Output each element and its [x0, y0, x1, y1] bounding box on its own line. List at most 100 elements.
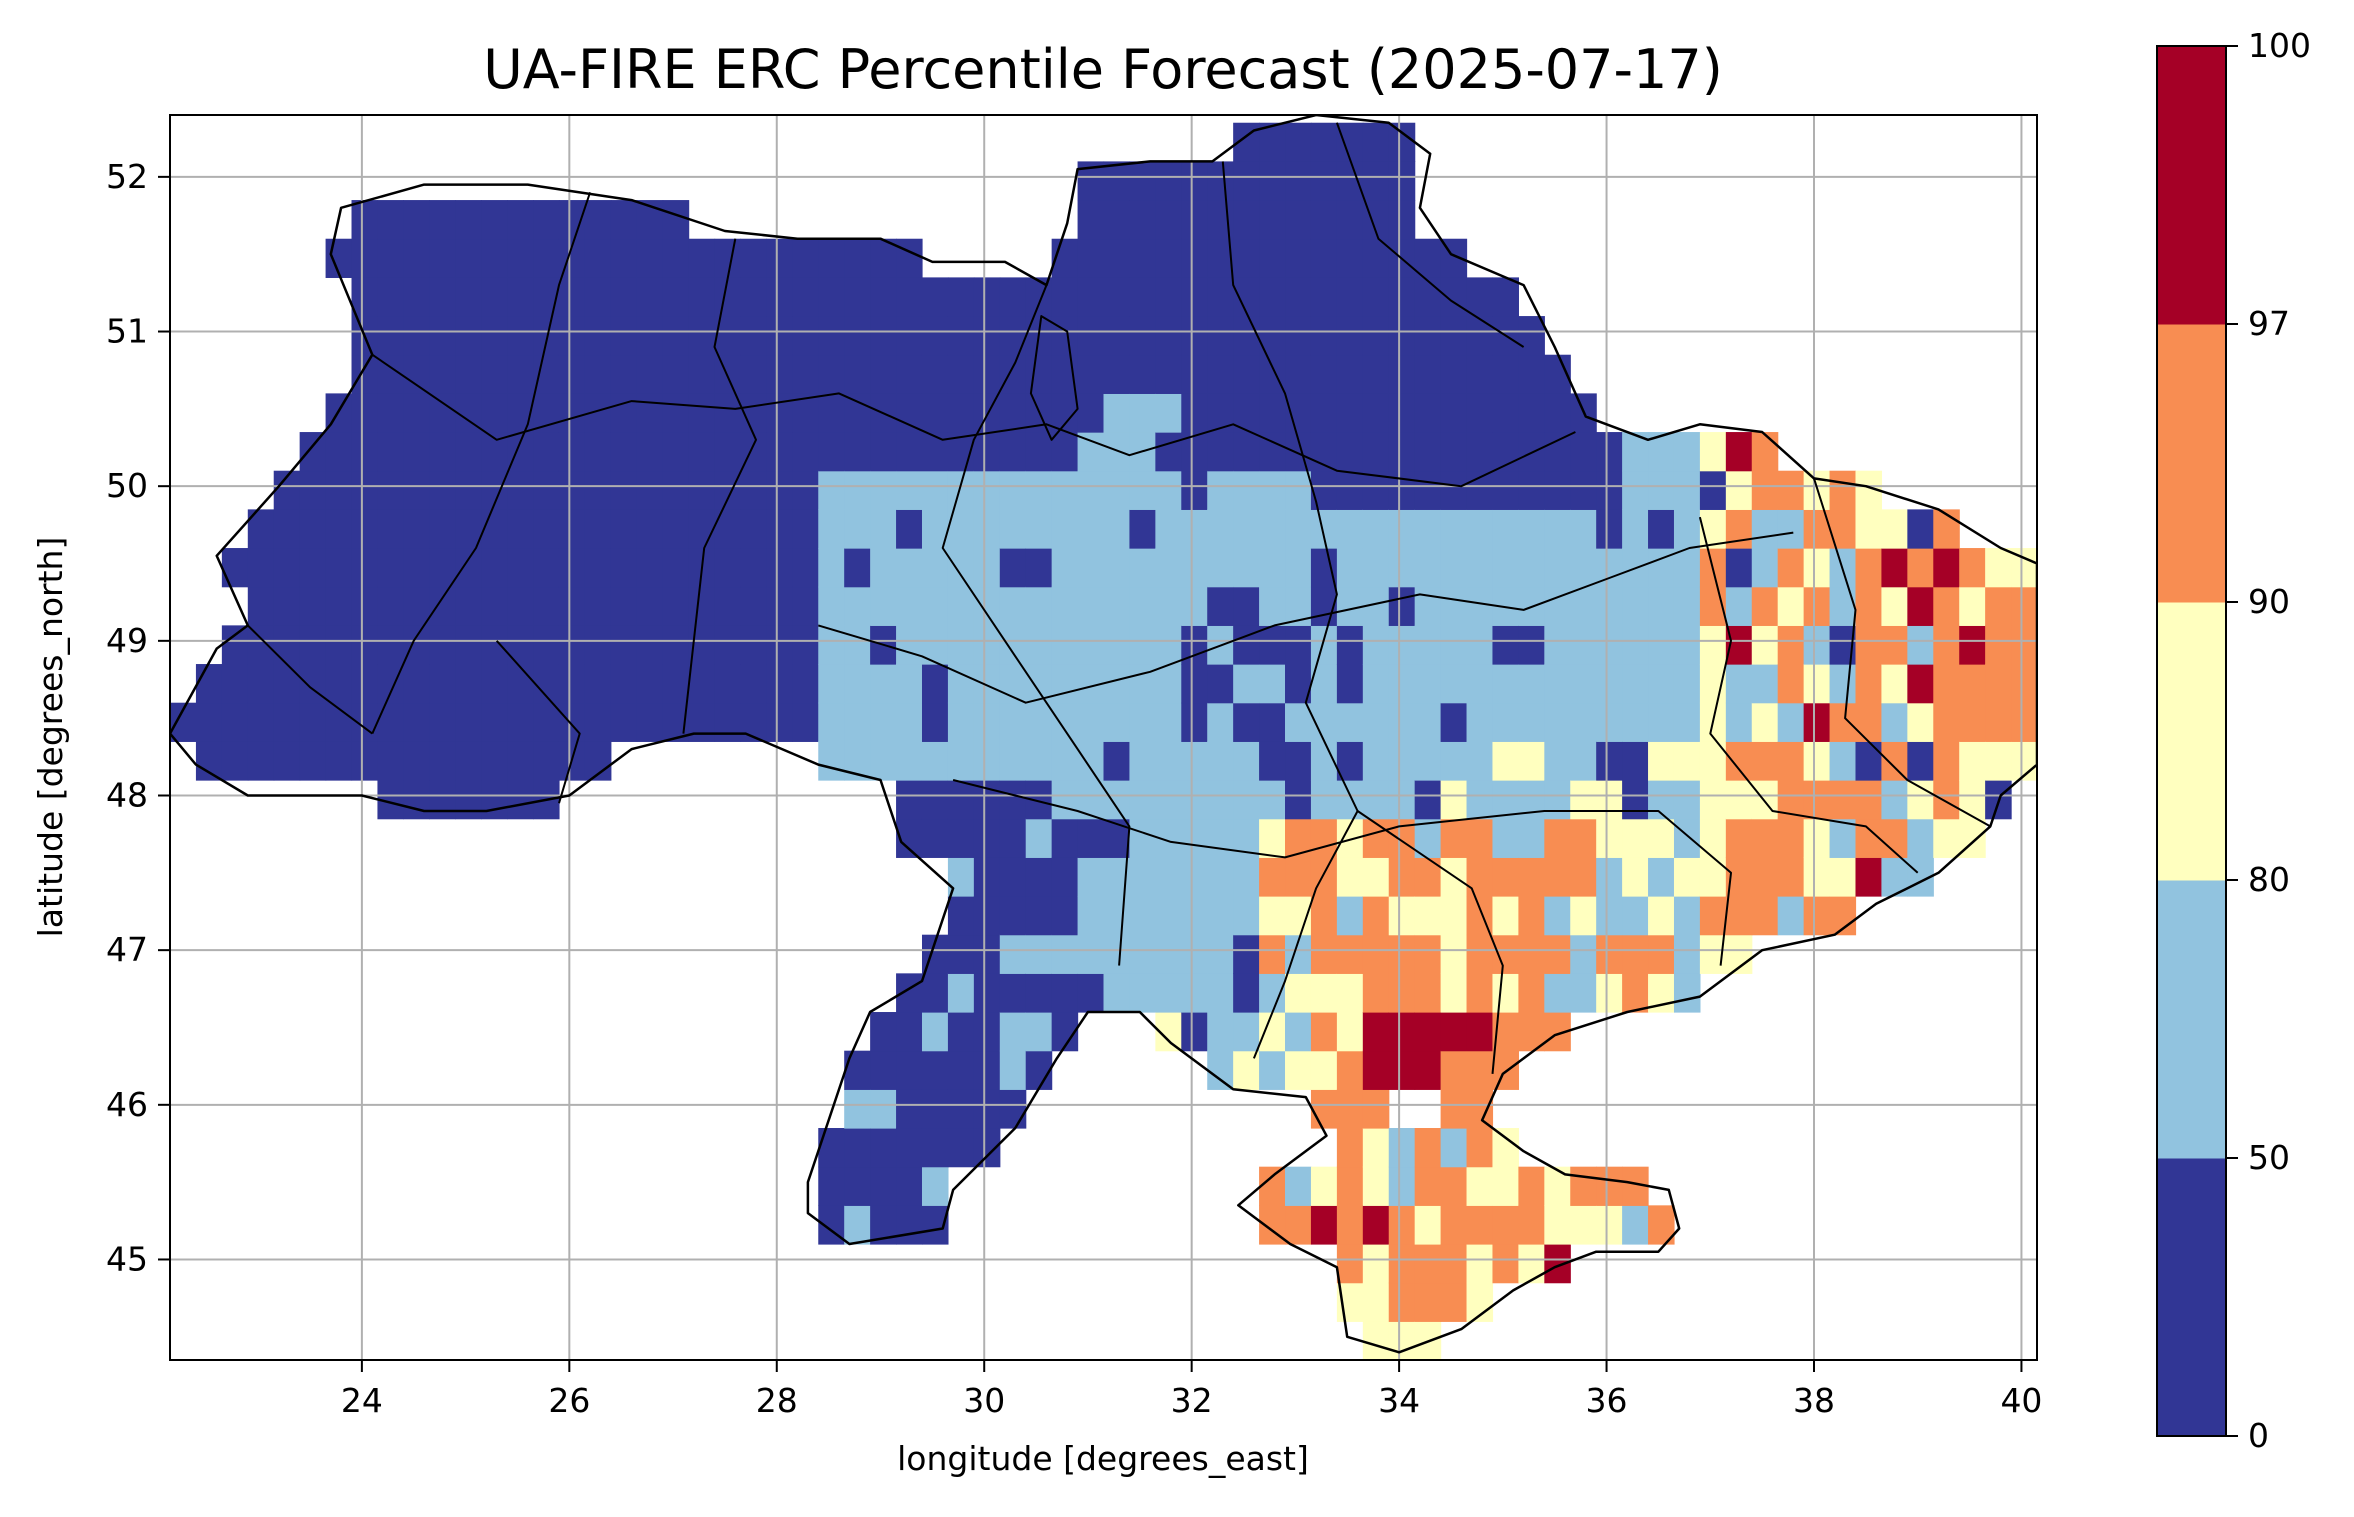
erc-cell [610, 277, 638, 317]
erc-cell [1285, 702, 1312, 742]
erc-cell [662, 316, 690, 356]
erc-cell [792, 432, 819, 472]
erc-cell [1362, 354, 1390, 394]
erc-cell [999, 1012, 1027, 1052]
erc-cell [610, 702, 638, 742]
erc-cell [507, 238, 534, 278]
erc-cell [1388, 161, 1416, 201]
erc-cell [429, 316, 456, 356]
erc-cell [1155, 664, 1182, 704]
erc-cell [792, 509, 819, 549]
erc-cell [1077, 934, 1105, 974]
erc-cell [870, 1128, 897, 1168]
erc-cell [1025, 818, 1053, 858]
erc-cell [1077, 393, 1105, 433]
erc-cell [844, 1166, 871, 1206]
erc-data-cells [170, 122, 2037, 1360]
erc-cell [1103, 470, 1131, 510]
erc-cell [1648, 741, 1675, 781]
colorbar-bins [2157, 46, 2226, 1437]
erc-cell [1362, 741, 1390, 781]
erc-cell [1492, 625, 1519, 665]
erc-cell [1388, 470, 1416, 510]
erc-cell [1077, 973, 1105, 1013]
erc-cell [1881, 664, 1908, 704]
erc-cell [1414, 1128, 1442, 1168]
x-axis-label: longitude [degrees_east] [897, 1439, 1309, 1478]
erc-cell [1259, 277, 1286, 317]
erc-cell [1440, 1128, 1468, 1168]
erc-cell [481, 316, 508, 356]
erc-cell [1803, 625, 1831, 665]
erc-cell [1544, 896, 1571, 936]
erc-cell [1570, 548, 1597, 588]
erc-cell [870, 741, 897, 781]
erc-cell [1699, 896, 1727, 936]
erc-cell [1648, 548, 1675, 588]
erc-cell [1129, 316, 1156, 356]
erc-cell [1077, 470, 1105, 510]
erc-cell [947, 316, 975, 356]
erc-cell [999, 432, 1027, 472]
erc-cell [1233, 316, 1260, 356]
erc-cell [610, 548, 638, 588]
erc-cell [844, 1050, 871, 1090]
erc-cell [1570, 741, 1597, 781]
erc-cell [1181, 548, 1208, 588]
erc-cell [1777, 586, 1805, 626]
erc-cell [377, 393, 404, 433]
erc-cell [1362, 1012, 1390, 1052]
erc-cell [1207, 818, 1234, 858]
erc-cell [1103, 934, 1131, 974]
x-axis-ticks: 24 26 28 30 32 34 36 38 40 [341, 1360, 2042, 1420]
erc-cell [610, 238, 638, 278]
erc-cell [636, 354, 664, 394]
erc-cell [999, 973, 1027, 1013]
erc-cell [1207, 934, 1234, 974]
erc-cell [1181, 780, 1208, 820]
erc-cell [610, 432, 638, 472]
erc-cell [403, 702, 430, 742]
erc-cell [1362, 1321, 1390, 1360]
oblast-border [1698, 516, 1919, 874]
erc-cell [999, 354, 1027, 394]
erc-cell [1285, 238, 1312, 278]
erc-cell [921, 1166, 949, 1206]
erc-cell [766, 664, 793, 704]
erc-cell [1985, 586, 2012, 626]
erc-cell [481, 741, 508, 781]
erc-cell [247, 548, 275, 588]
erc-cell [636, 316, 664, 356]
erc-cell [1414, 1050, 1442, 1090]
erc-cell [1596, 1166, 1623, 1206]
erc-cell [2011, 664, 2037, 704]
erc-cell [1751, 702, 1779, 742]
erc-cell [1414, 470, 1442, 510]
erc-cell [2011, 625, 2037, 665]
erc-cell [1129, 857, 1156, 897]
erc-cell [1803, 857, 1831, 897]
erc-cell [921, 818, 949, 858]
erc-cell [1336, 586, 1364, 626]
erc-cell [1129, 780, 1156, 820]
erc-cell [1155, 238, 1182, 278]
erc-cell [1025, 354, 1053, 394]
erc-cell [947, 586, 975, 626]
erc-cell [1129, 934, 1156, 974]
erc-cell [1155, 161, 1182, 201]
erc-cell [1596, 625, 1623, 665]
erc-cell [1751, 548, 1779, 588]
erc-cell [1362, 818, 1390, 858]
erc-cell [1181, 586, 1208, 626]
erc-cell [1829, 470, 1857, 510]
erc-cell [1207, 393, 1234, 433]
erc-cell [1829, 664, 1857, 704]
erc-cell [818, 702, 845, 742]
erc-cell [610, 664, 638, 704]
erc-cell [403, 586, 430, 626]
erc-cell [766, 316, 793, 356]
erc-cell [1544, 702, 1571, 742]
erc-cell [1803, 780, 1831, 820]
erc-cell [1336, 393, 1364, 433]
erc-cell [947, 934, 975, 974]
